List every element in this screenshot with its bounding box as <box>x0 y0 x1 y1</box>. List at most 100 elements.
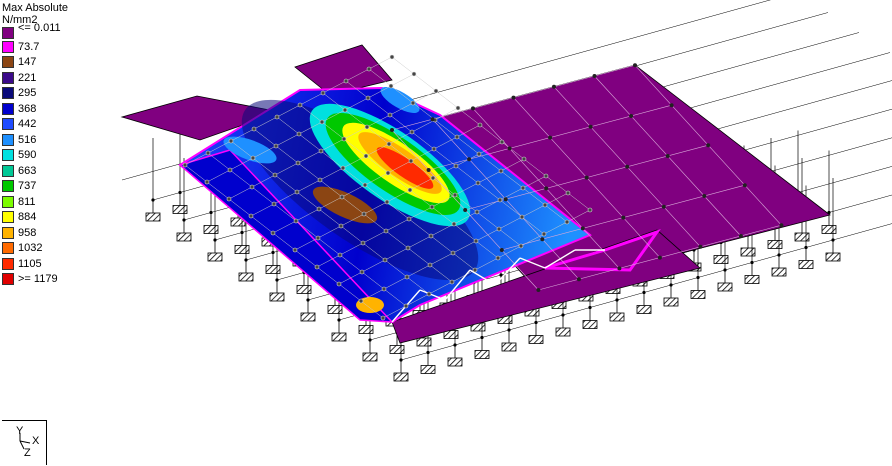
mesh-line <box>184 56 393 166</box>
slab-node <box>621 215 626 220</box>
mesh-node <box>274 114 280 120</box>
support-hatch <box>771 267 787 277</box>
mesh-node <box>431 146 437 152</box>
support-hatch <box>389 345 405 354</box>
mesh-node <box>337 252 343 258</box>
mesh-node <box>428 233 434 239</box>
support-hatch <box>474 350 490 359</box>
slab-node <box>584 175 589 180</box>
legend-entry: 73.7 <box>2 39 82 55</box>
legend-swatch <box>2 226 14 239</box>
support-hatch <box>393 372 409 382</box>
mesh-node <box>361 211 367 217</box>
mesh-node <box>405 245 411 251</box>
slab-node <box>738 234 743 238</box>
axis-arrows-icon <box>19 433 31 450</box>
support-hatch <box>713 255 729 264</box>
support-hatch <box>555 327 571 337</box>
mesh-node <box>477 122 483 128</box>
legend-swatch <box>2 257 14 270</box>
legend-entry: 811 <box>2 194 82 210</box>
mesh-node <box>543 173 549 179</box>
mesh-node <box>343 78 349 84</box>
mesh-node <box>317 177 323 183</box>
slab-node <box>629 114 634 118</box>
mesh-node <box>410 100 416 106</box>
mesh-node <box>495 255 501 261</box>
legend-swatch <box>2 164 14 177</box>
slab-node <box>742 183 747 188</box>
mesh-node <box>270 230 276 236</box>
mesh-node <box>433 88 439 94</box>
slab-node <box>617 266 622 271</box>
mesh-line <box>253 128 453 283</box>
slab-node <box>511 95 516 100</box>
mesh-node <box>520 185 526 191</box>
legend-label: 958 <box>18 226 37 239</box>
contour-left-patch <box>223 136 277 164</box>
slab-node <box>698 244 703 249</box>
mesh-node <box>385 170 391 176</box>
mesh-node <box>426 291 432 297</box>
mesh-node <box>475 180 481 186</box>
legend-label: 1032 <box>18 242 43 255</box>
support-hatch <box>300 312 316 322</box>
legend-entry: 1105 <box>2 256 82 272</box>
mesh-node <box>293 218 299 224</box>
axis-z-label: Z <box>24 447 31 459</box>
mesh-line <box>316 158 525 268</box>
legend-swatch <box>2 211 14 224</box>
mesh-line <box>299 104 499 259</box>
mesh-line <box>276 116 476 271</box>
mesh-line <box>272 124 481 234</box>
mesh-nodes <box>182 54 784 321</box>
mesh-node <box>227 167 233 173</box>
support-hatch <box>501 342 517 352</box>
legend-entry: 516 <box>2 132 82 148</box>
mesh-node <box>359 269 365 275</box>
support-hatch <box>207 252 223 262</box>
mesh-node <box>182 162 188 168</box>
back-slab <box>294 44 393 96</box>
slab-node <box>779 223 784 228</box>
support-hatch <box>447 357 463 367</box>
truss-member <box>419 289 446 301</box>
mesh-line <box>322 92 522 247</box>
legend-label: 516 <box>18 133 37 146</box>
legend-entry: 147 <box>2 55 82 71</box>
mesh-node <box>342 107 348 113</box>
legend-entry: 1032 <box>2 241 82 257</box>
legend-swatch <box>2 102 14 115</box>
slab-node <box>544 186 549 191</box>
mesh-node <box>297 102 303 108</box>
mesh-node <box>427 262 433 268</box>
mesh-node <box>384 199 390 205</box>
slab-node <box>665 154 670 158</box>
legend-entry: 442 <box>2 117 82 133</box>
mesh-node <box>389 54 395 60</box>
mesh-line <box>345 80 545 235</box>
mesh-node <box>521 156 527 162</box>
mesh-node <box>452 192 458 198</box>
contour-red <box>376 147 434 189</box>
legend-entry: <= 0.011 <box>2 22 82 39</box>
mesh-node <box>476 151 482 157</box>
mesh-node <box>541 231 547 237</box>
stress-legend: Max Absolute N/mm2 <= 0.011 73.7 147 221 295… <box>2 2 82 287</box>
mesh-node <box>388 83 394 89</box>
mesh-line <box>206 73 415 183</box>
slab-node <box>625 164 630 169</box>
mesh-node <box>496 226 502 232</box>
mesh-line <box>391 56 591 211</box>
slab-node <box>507 146 512 151</box>
slab-node <box>706 143 711 148</box>
mesh-node <box>362 182 368 188</box>
slab-node <box>592 74 597 78</box>
support-hatch <box>582 320 598 329</box>
mesh-node <box>473 238 479 244</box>
support-hatch <box>717 282 733 292</box>
slab-node <box>702 194 707 198</box>
mesh-line <box>184 164 384 319</box>
mesh-node <box>315 235 321 241</box>
